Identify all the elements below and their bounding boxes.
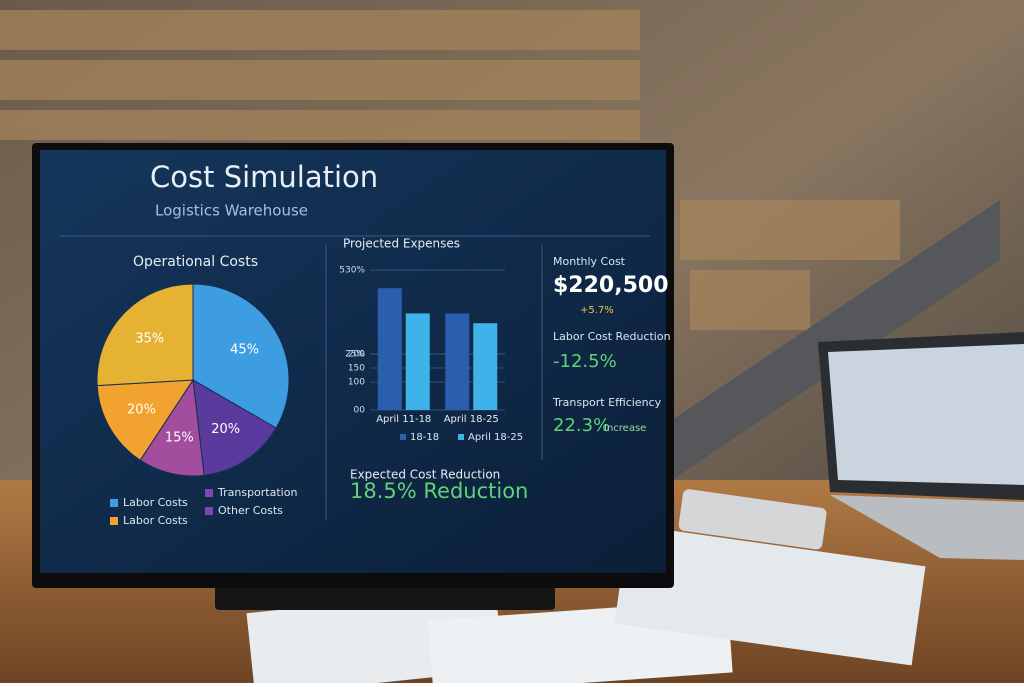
kpi-value: 22.3% bbox=[553, 415, 610, 436]
bar bbox=[445, 313, 470, 410]
pie-label: 45% bbox=[230, 343, 259, 358]
y-tick-label: 150 bbox=[348, 364, 365, 374]
kpi-note: +5.7% bbox=[580, 305, 614, 316]
bar bbox=[377, 288, 402, 410]
pie-slice bbox=[192, 379, 277, 476]
bar-title: Projected Expenses bbox=[343, 237, 460, 251]
legend-swatch bbox=[110, 517, 118, 525]
kpi-value: $220,500 bbox=[553, 273, 669, 298]
calculator bbox=[678, 489, 827, 550]
pie-label: 20% bbox=[127, 402, 156, 417]
x-tick-label: April 18-25 bbox=[444, 414, 499, 425]
y-tick-label: 530% bbox=[339, 266, 365, 276]
conveyor bbox=[672, 200, 1000, 480]
legend-label: Labor Costs bbox=[123, 496, 188, 509]
pie-slice bbox=[96, 283, 194, 387]
bar bbox=[473, 323, 498, 410]
kpi-label: Transport Efficiency bbox=[552, 396, 662, 409]
legend-swatch bbox=[110, 499, 118, 507]
kpi-label: Labor Cost Reduction bbox=[553, 330, 671, 343]
pie-label: 35% bbox=[135, 332, 164, 347]
bar bbox=[405, 313, 430, 410]
kpi-note: Increase bbox=[604, 423, 646, 434]
legend-label: April 18-25 bbox=[468, 432, 523, 443]
y-tick-label: 200 bbox=[348, 350, 365, 360]
pie-label: 20% bbox=[211, 422, 240, 437]
pie-slice bbox=[96, 379, 194, 461]
legend-swatch bbox=[458, 434, 464, 440]
pie-slice bbox=[192, 283, 290, 429]
paper bbox=[614, 524, 926, 666]
laptop-base bbox=[830, 495, 1024, 560]
x-tick-label: April 11-18 bbox=[376, 414, 431, 425]
legend-label: Other Costs bbox=[218, 504, 283, 517]
legend-swatch bbox=[400, 434, 406, 440]
pie-label: 15% bbox=[165, 430, 194, 445]
kpi-value: -12.5% bbox=[553, 351, 617, 372]
legend-label: Transportation bbox=[217, 486, 297, 499]
shelves bbox=[0, 10, 900, 330]
pie-slice bbox=[139, 378, 205, 477]
legend-label: 18-18 bbox=[410, 432, 439, 443]
expected-label: Expected Cost Reduction bbox=[350, 468, 500, 482]
y-tick-label: 25% bbox=[345, 350, 365, 360]
subtitle: Logistics Warehouse bbox=[155, 202, 308, 220]
title: Cost Simulation bbox=[150, 160, 378, 194]
y-tick-label: 00 bbox=[354, 406, 366, 416]
pie-title: Operational Costs bbox=[133, 254, 258, 270]
legend-swatch bbox=[205, 489, 213, 497]
expected-value: 18.5% Reduction bbox=[350, 479, 528, 503]
laptop-display bbox=[828, 344, 1024, 485]
kpi-label: Monthly Cost bbox=[553, 255, 626, 268]
y-tick-label: 100 bbox=[348, 378, 365, 388]
legend-label: Labor Costs bbox=[123, 514, 188, 527]
legend-swatch bbox=[205, 507, 213, 515]
